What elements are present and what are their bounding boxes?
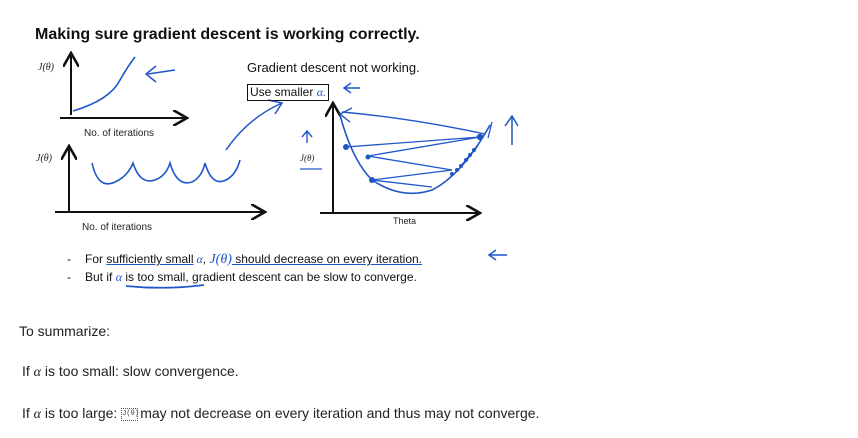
plot1-ylabel: J(θ) <box>38 62 55 73</box>
alpha-symbol: α <box>33 407 42 422</box>
plot2-ylabel: J(θ) <box>36 153 53 164</box>
plot3-xlabel: Theta <box>393 216 417 226</box>
summary-line-2-text: is too large: <box>41 405 122 421</box>
alpha-symbol: α <box>33 365 42 380</box>
j-theta-symbol: J(θ) <box>209 252 232 267</box>
alpha-symbol: α <box>115 270 122 284</box>
bullet2-underline <box>125 284 205 289</box>
bullet-1-pre: For <box>85 252 107 266</box>
note-title: Gradient descent not working. <box>247 60 420 75</box>
plot3-top-arrow <box>338 107 486 135</box>
summary-line-2-prefix: If <box>22 405 34 421</box>
plot2-curve <box>91 159 241 185</box>
plot3-ylabel-arrow <box>301 129 313 143</box>
plot3-side-arrow2 <box>487 121 493 139</box>
plot3-ylabel: J(θ) <box>300 153 315 163</box>
bullet-1-underlined: sufficiently small <box>106 252 194 266</box>
plot1-axes <box>60 55 185 118</box>
bullet-1-mid: , <box>202 252 210 266</box>
summary-line-2-rest: may not decrease on every iteration and … <box>140 405 540 421</box>
summary-intro: To summarize: <box>19 323 111 339</box>
plot1-curve <box>72 56 136 112</box>
bullet-1-underlined-2: should decrease on every iteration. <box>231 252 423 266</box>
plot2-arrow <box>225 99 284 151</box>
alpha-symbol: α. <box>316 85 326 99</box>
bullet-arrow <box>487 249 507 261</box>
bullet-2: - But if α is too small, gradient descent… <box>67 270 417 284</box>
plot1-arrow <box>144 65 176 83</box>
plot2-xlabel: No. of iterations <box>82 222 153 233</box>
bullet-1: - For sufficiently small α, J(θ) should d… <box>67 252 423 267</box>
bullet-2-pre: But if <box>85 270 116 284</box>
plot3-axes <box>320 105 478 213</box>
note-arrow <box>342 82 360 94</box>
plot3-side-arrow <box>504 114 519 145</box>
plot1-xlabel: No. of iterations <box>84 128 155 139</box>
bullet-2-underlined: is too small <box>122 270 186 284</box>
slide-title: Making sure gradient descent is working … <box>35 26 420 43</box>
summary-line-1-prefix: If <box>22 363 34 379</box>
bullet-2-post: , gradient descent can be slow to conver… <box>185 270 417 284</box>
note-action-text: Use smaller <box>250 85 317 99</box>
plot3-bowl <box>339 114 491 195</box>
plot3-zigzag <box>345 136 481 188</box>
summary-line-1: If α is too small: slow convergence. <box>22 363 239 381</box>
broken-image-icon: J(θ) <box>121 407 139 421</box>
alpha-symbol: α <box>193 252 203 266</box>
plot3-points <box>343 133 484 183</box>
summary-line-2: If α is too large: J(θ)may not decrease … <box>22 405 539 423</box>
summary-line-1-text: is too small: slow convergence. <box>41 363 239 379</box>
note-action-box: Use smaller α. <box>247 84 329 101</box>
plot2-axes <box>55 148 263 213</box>
